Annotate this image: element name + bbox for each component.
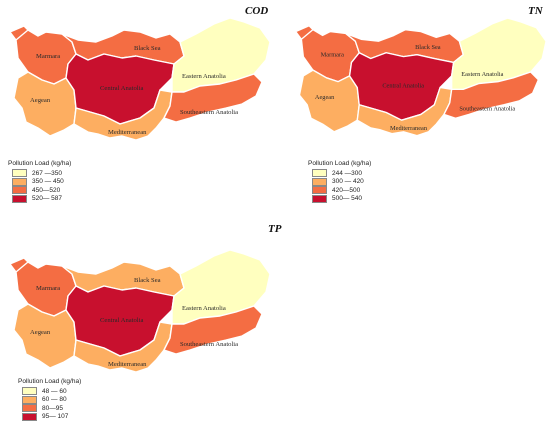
legend: Pollution Load (kg/ha) 48 — 60 60 — 80 80—… <box>18 378 81 421</box>
region-label: Aegean <box>315 94 335 101</box>
legend-label: 450—520 <box>32 186 61 194</box>
map-panel-cod: COD Marmara Black Sea Aegean Central Anatol… <box>0 0 280 215</box>
region-label: Black Sea <box>134 277 161 284</box>
region-label: Eastern Anatolia <box>461 71 503 78</box>
region-label: Marmara <box>321 52 344 59</box>
legend-swatch <box>312 169 327 178</box>
legend-item: 500— 540 <box>308 194 371 204</box>
turkey-map: Marmara Black Sea Aegean Central Anatolia Ea… <box>294 17 547 137</box>
region-label: Mediterranean <box>108 129 147 136</box>
region-southeastern-anatolia <box>163 73 263 123</box>
region-label: Southeastern Anatolia <box>180 109 238 116</box>
legend-swatch <box>312 186 327 195</box>
map-panel-tn: Marmara Black Sea Aegean Central Anatolia Ea… <box>286 0 550 215</box>
region-label: Black Sea <box>134 45 161 52</box>
legend-swatch <box>312 194 327 203</box>
turkey-map: Marmara Black Sea Aegean Central Anatolia Ea… <box>9 17 271 141</box>
region-label: Mediterranean <box>108 361 147 368</box>
turkey-map: Marmara Black Sea Aegean Central Anatolia Ea… <box>9 249 271 373</box>
region-label: Southeastern Anatolia <box>180 341 238 348</box>
legend-item: 350 — 450 <box>8 177 71 187</box>
region-aegean <box>13 303 77 369</box>
region-label: Marmara <box>36 285 60 292</box>
region-label: Marmara <box>36 53 60 60</box>
legend-swatch <box>22 395 37 404</box>
legend-label: 520— 587 <box>32 195 62 203</box>
region-label: Eastern Anatolia <box>182 73 226 80</box>
legend-label: 500— 540 <box>332 195 362 203</box>
legend-swatch <box>22 412 37 421</box>
legend-swatch <box>22 387 37 396</box>
region-southeastern-anatolia <box>443 71 540 119</box>
legend-item: 420—500 <box>308 186 371 195</box>
legend-item: 267 —350 <box>8 169 71 178</box>
region-label: Black Sea <box>415 44 441 51</box>
region-aegean <box>13 71 77 137</box>
legend-label: 244 —300 <box>332 169 362 177</box>
legend-label: 300 — 420 <box>332 178 364 186</box>
region-label: Central Anatolia <box>382 82 424 89</box>
region-southeastern-anatolia <box>163 305 263 355</box>
legend-swatch <box>12 177 27 186</box>
region-label: Southeastern Anatolia <box>459 106 515 113</box>
region-label: Eastern Anatolia <box>182 305 226 312</box>
region-label: Mediterranean <box>390 125 428 132</box>
legend-label: 350 — 450 <box>32 178 64 186</box>
legend-title: Pollution Load (kg/ha) <box>18 378 82 385</box>
map-panel-tp: TP Marmara Black Sea Aegean Central Anatoli… <box>0 220 282 430</box>
legend-swatch <box>12 194 27 203</box>
legend-swatch <box>12 169 27 178</box>
panel-title: COD <box>245 5 269 17</box>
legend-label: 48 — 60 <box>42 387 67 395</box>
legend-label: 60 — 80 <box>42 396 67 404</box>
region-label: Aegean <box>30 97 51 104</box>
legend-item: 520— 587 <box>8 194 71 204</box>
legend-label: 95— 107 <box>42 413 69 421</box>
legend-swatch <box>312 177 327 186</box>
legend: Pollution Load (kg/ha) 244 —300 300 — 420… <box>308 160 371 203</box>
legend-swatch <box>12 186 27 195</box>
legend-item: 95— 107 <box>18 412 81 422</box>
legend-label: 420—500 <box>332 186 361 194</box>
legend-item: 450—520 <box>8 186 71 195</box>
region-marmara <box>9 257 77 317</box>
legend-item: 80—95 <box>18 404 81 413</box>
legend-item: 244 —300 <box>308 169 371 178</box>
panel-title: TP <box>268 223 282 235</box>
legend-title: Pollution Load (kg/ha) <box>8 160 72 167</box>
legend-swatch <box>22 404 37 413</box>
legend-title: Pollution Load (kg/ha) <box>308 160 372 167</box>
legend-label: 267 —350 <box>32 169 62 177</box>
region-label: Central Anatolia <box>100 85 143 92</box>
region-label: Central Anatolia <box>100 317 143 324</box>
legend-label: 80—95 <box>42 404 63 412</box>
legend-item: 48 — 60 <box>18 387 81 396</box>
region-label: Aegean <box>30 329 51 336</box>
legend-item: 300 — 420 <box>308 177 371 187</box>
legend-item: 60 — 80 <box>18 395 81 405</box>
panel-title: TN <box>528 5 543 17</box>
legend: Pollution Load (kg/ha) 267 —350 350 — 450… <box>8 160 71 203</box>
